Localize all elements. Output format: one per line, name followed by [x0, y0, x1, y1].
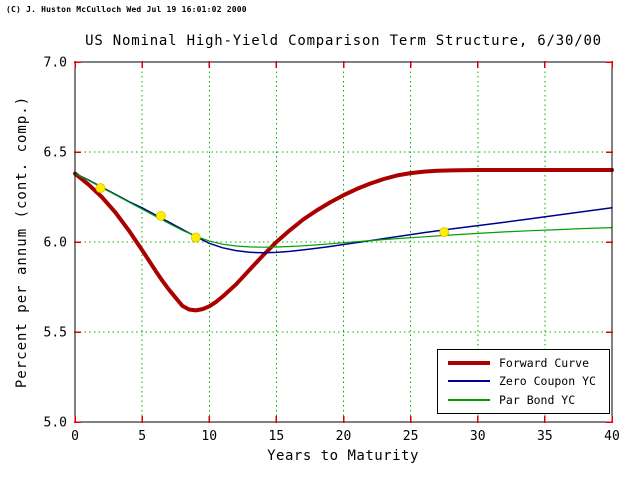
series-line-par-bond-yc — [74, 173, 613, 248]
y-tick-label: 7.0 — [44, 56, 67, 71]
legend-label-forward-curve: Forward Curve — [499, 356, 590, 371]
series-line-forward-curve — [73, 168, 614, 313]
x-tick-label: 0 — [71, 429, 79, 444]
observed-yield-marker — [95, 183, 106, 193]
legend-item-par-bond: Par Bond YC — [438, 393, 609, 407]
legend: Forward Curve Zero Coupon YC Par Bond YC — [437, 349, 610, 414]
y-tick-label: 6.5 — [44, 146, 67, 161]
legend-item-forward-curve: Forward Curve — [438, 356, 609, 370]
x-tick-label: 10 — [201, 429, 217, 444]
x-tick-label: 25 — [403, 429, 419, 444]
y-tick-label: 5.5 — [44, 326, 67, 341]
x-tick-label: 15 — [269, 429, 285, 444]
x-tick-label: 20 — [336, 429, 352, 444]
x-axis-title: Years to Maturity — [267, 448, 419, 464]
chart-title: US Nominal High-Yield Comparison Term St… — [85, 33, 602, 49]
legend-item-zero-coupon: Zero Coupon YC — [438, 374, 609, 388]
x-tick-label: 35 — [537, 429, 553, 444]
legend-label-zero-coupon: Zero Coupon YC — [499, 374, 596, 389]
observed-yield-marker — [190, 232, 201, 243]
y-tick-label: 6.0 — [44, 236, 67, 251]
x-tick-label: 30 — [470, 429, 486, 444]
legend-line-zero-coupon — [448, 380, 490, 383]
series-line-zero-coupon-yc — [74, 172, 613, 254]
y-tick-label: 5.0 — [44, 416, 67, 431]
legend-line-forward-curve — [448, 361, 490, 366]
observed-yield-marker — [156, 210, 166, 221]
copyright-text: (C) J. Huston McCulloch Wed Jul 19 16:01… — [6, 5, 247, 14]
observed-yield-marker — [439, 227, 450, 238]
legend-label-par-bond: Par Bond YC — [499, 392, 576, 407]
legend-line-par-bond — [448, 398, 490, 401]
x-tick-label: 40 — [604, 429, 620, 444]
x-tick-label: 5 — [138, 429, 146, 444]
